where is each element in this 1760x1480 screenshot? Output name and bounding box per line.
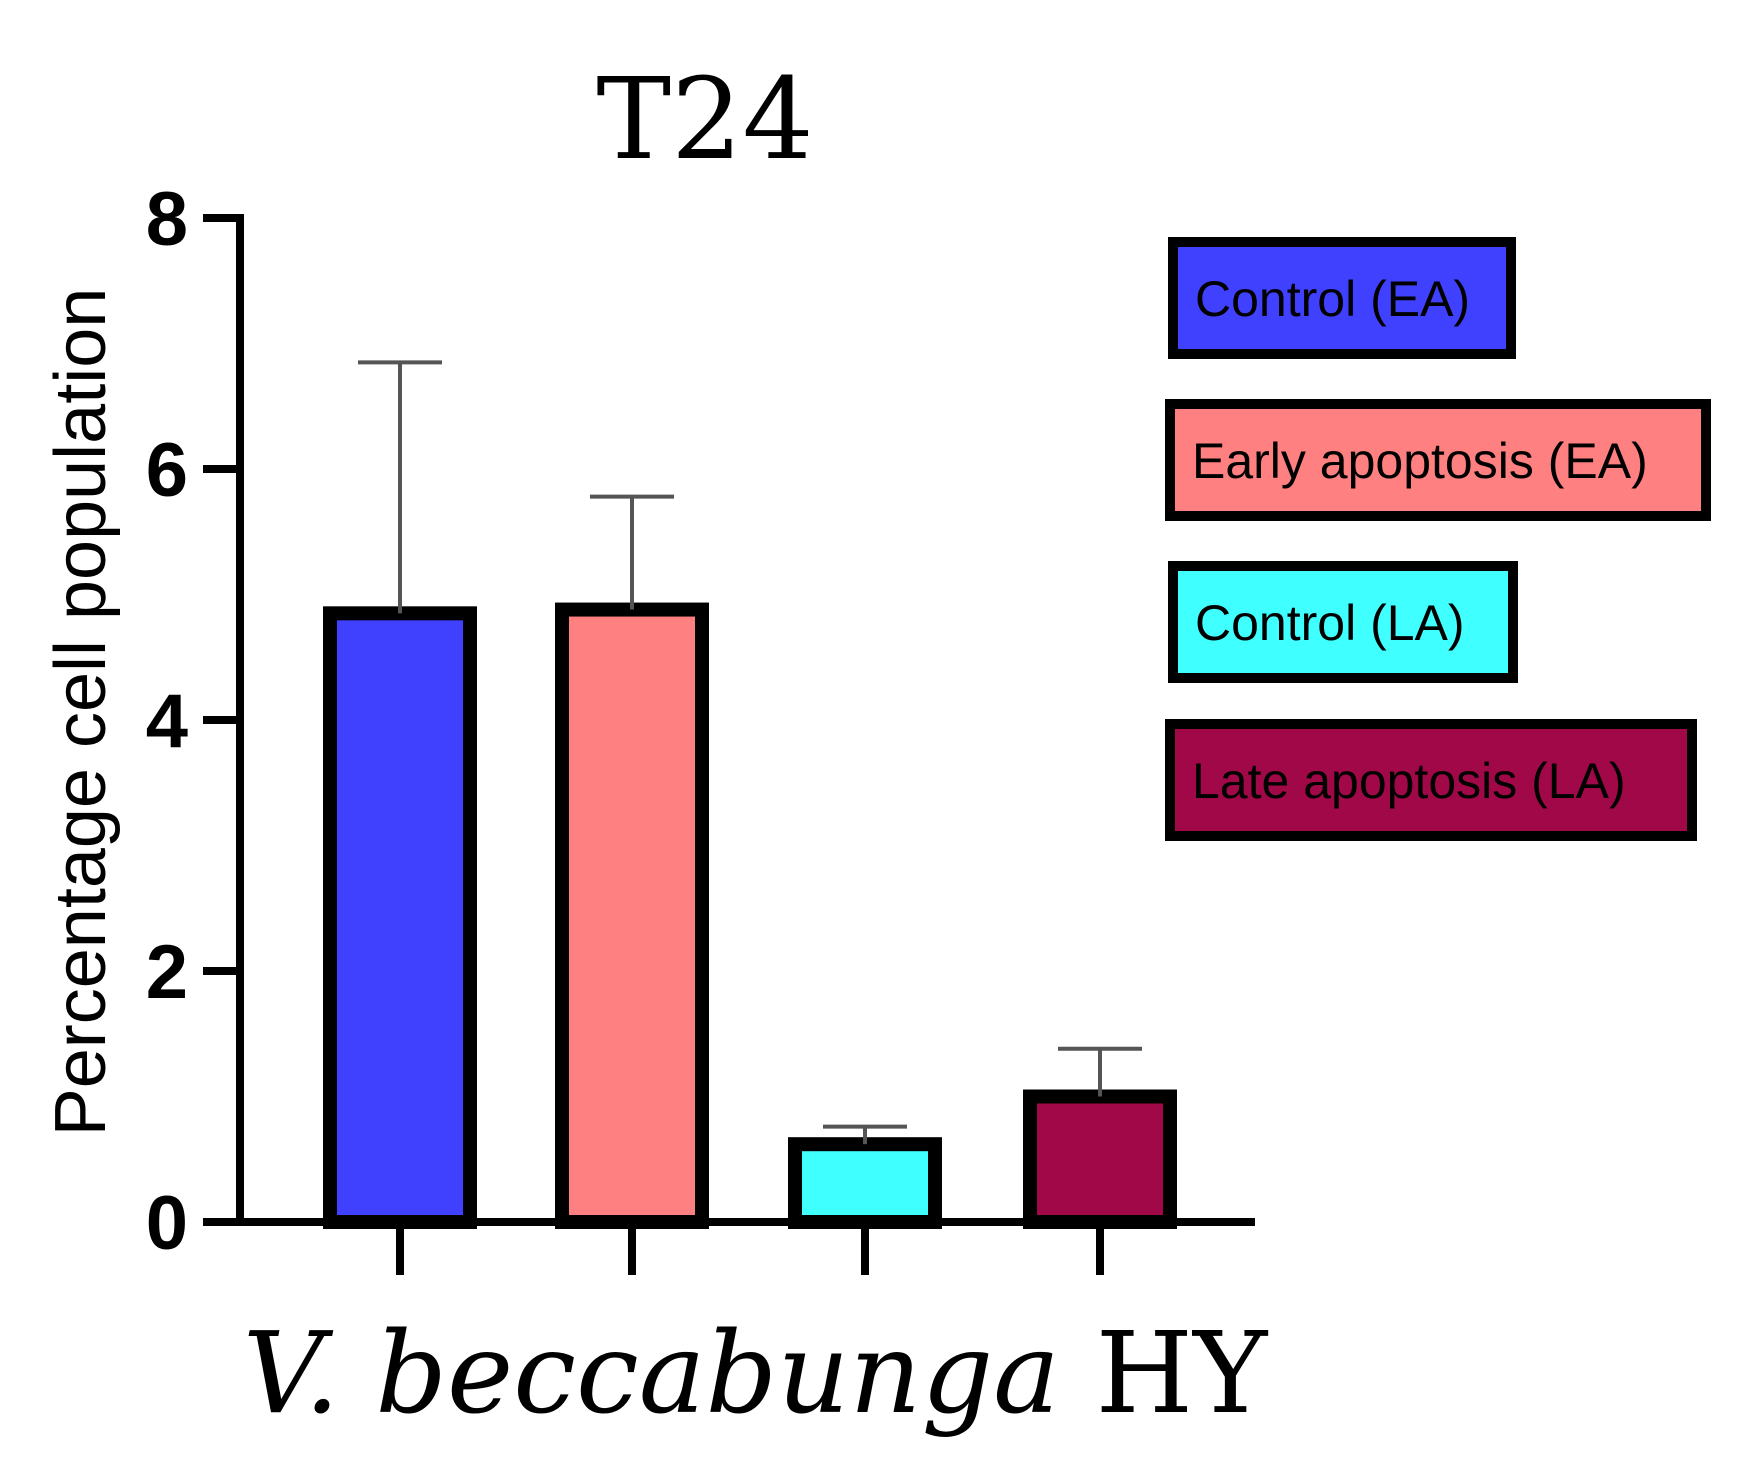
bars-group bbox=[323, 602, 1177, 1229]
legend-swatch-1 bbox=[1168, 237, 1516, 359]
y-tick-label: 2 bbox=[146, 930, 188, 1015]
bar-1 bbox=[323, 606, 477, 1229]
bar-3 bbox=[788, 1137, 942, 1229]
x-axis-label: V. beccabunga HY bbox=[243, 1309, 1268, 1439]
legend-swatch-3 bbox=[1168, 561, 1518, 683]
y-tick-label: 4 bbox=[146, 679, 188, 764]
legend-swatch-4 bbox=[1165, 719, 1697, 841]
y-tick-label: 6 bbox=[146, 428, 188, 513]
y-tick-label: 8 bbox=[146, 177, 188, 262]
legend-swatch-2 bbox=[1165, 399, 1711, 521]
bar-2 bbox=[555, 602, 709, 1229]
y-tick-label: 0 bbox=[146, 1181, 188, 1266]
chart-title: T24 bbox=[596, 55, 813, 185]
x-axis-label-italic: V. beccabunga bbox=[243, 1309, 1060, 1439]
legend-label-4: Late apoptosis (LA) bbox=[1192, 753, 1626, 809]
legend-label-3: Control (LA) bbox=[1195, 595, 1465, 651]
y-axis-ticks: 0 2 4 6 8 bbox=[146, 177, 244, 1266]
legend: Control (EA) Early apoptosis (EA) Control … bbox=[1165, 237, 1711, 841]
axes-group bbox=[203, 218, 1255, 1226]
legend-label-2: Early apoptosis (EA) bbox=[1192, 433, 1648, 489]
y-axis-label: Percentage cell population bbox=[41, 288, 121, 1137]
x-axis-ticks bbox=[396, 1226, 1104, 1275]
legend-label-1: Control (EA) bbox=[1195, 271, 1470, 327]
x-axis-label-rest: HY bbox=[1060, 1309, 1268, 1439]
error-bars-group bbox=[358, 360, 1142, 1145]
bar-4 bbox=[1023, 1089, 1177, 1229]
